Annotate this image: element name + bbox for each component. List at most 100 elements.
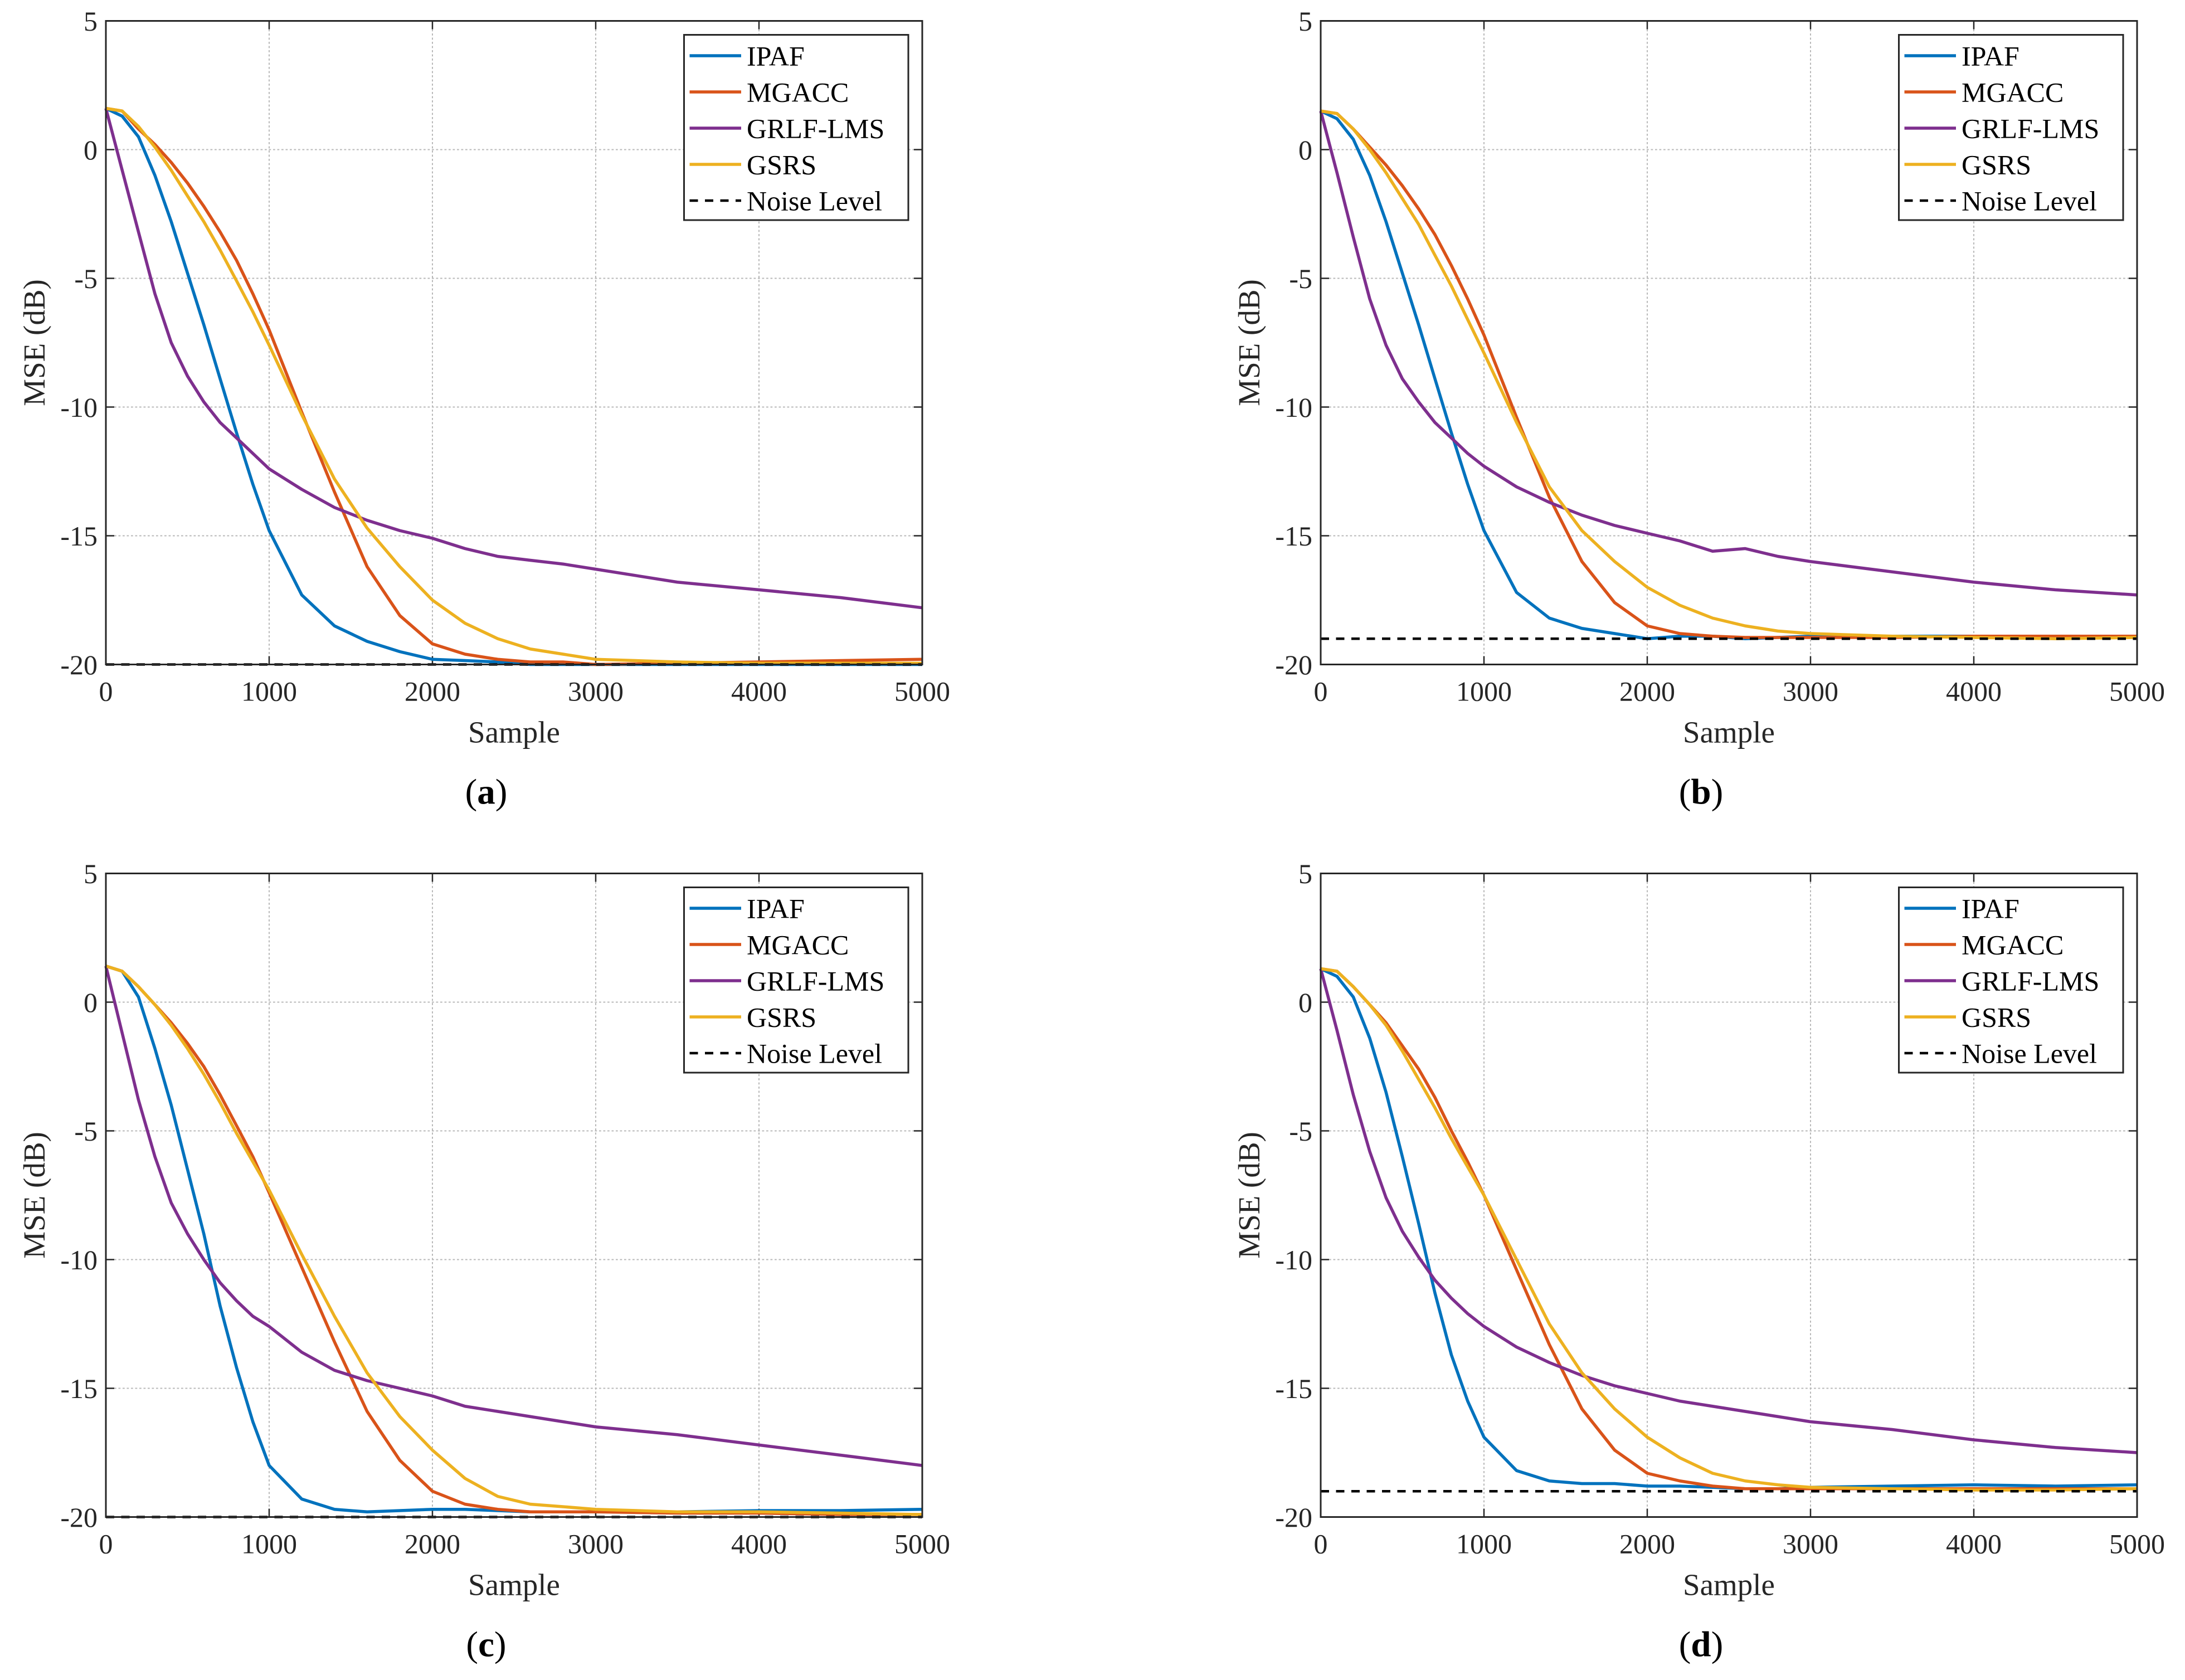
x-tick-label: 2000 xyxy=(1619,1528,1675,1560)
y-axis-label: MSE (dB) xyxy=(17,1132,51,1259)
legend: IPAF MGACC GRLF-LMS GSRS Noise Level xyxy=(683,34,909,221)
y-tick-label: -5 xyxy=(74,1116,98,1147)
caption-paren: ( xyxy=(465,772,478,812)
series-line-gsrs xyxy=(105,106,922,665)
y-tick-label: -15 xyxy=(1275,520,1312,552)
caption-paren: ( xyxy=(1679,1625,1691,1665)
y-tick-label: 5 xyxy=(84,858,98,889)
y-tick-label: 5 xyxy=(84,6,98,37)
chart-panel-a: 0 1000 2000 3000 4000 5000 5 0 -5 -10 -15 -20 Sample… xyxy=(17,6,950,812)
x-tick-label: 0 xyxy=(99,1528,113,1560)
legend-label: Noise Level xyxy=(1962,186,2097,217)
y-tick-label: 0 xyxy=(84,134,98,165)
chart-panel-d: 0 1000 2000 3000 4000 5000 5 0 -5 -10 -15 -20 Sample… xyxy=(1232,858,2165,1665)
y-tick-label: -20 xyxy=(1275,1502,1312,1533)
y-tick-label: -15 xyxy=(60,520,98,552)
series-line-mgacc xyxy=(105,965,922,1516)
panel-caption: (d) xyxy=(1679,1625,1723,1665)
y-tick-label: -10 xyxy=(1275,1244,1312,1275)
x-tick-label: 4000 xyxy=(1946,1528,2002,1560)
x-axis-label: Sample xyxy=(1683,1568,1775,1602)
legend-label: GSRS xyxy=(1962,1002,2031,1033)
y-tick-label: -10 xyxy=(60,392,98,423)
y-axis-label: MSE (dB) xyxy=(17,279,51,406)
x-tick-label: 5000 xyxy=(894,676,950,707)
y-axis-label: MSE (dB) xyxy=(1232,279,1266,406)
y-tick-label: 0 xyxy=(1298,987,1312,1018)
y-tick-label: -20 xyxy=(1275,649,1312,680)
x-tick-label: 4000 xyxy=(731,1528,787,1560)
panel-caption: (b) xyxy=(1679,772,1723,812)
caption-letter: c xyxy=(478,1625,494,1665)
x-axis-label: Sample xyxy=(468,715,560,749)
x-tick-label: 1000 xyxy=(241,1528,297,1560)
legend-label: GRLF-LMS xyxy=(1962,966,2099,997)
x-tick-label: 5000 xyxy=(2109,676,2165,707)
chart-panel-c: 0 1000 2000 3000 4000 5000 5 0 -5 -10 -15 -20 Sample… xyxy=(17,858,950,1665)
caption-paren: ( xyxy=(1679,772,1691,812)
x-tick-label: 0 xyxy=(99,676,113,707)
x-tick-label: 5000 xyxy=(894,1528,950,1560)
axes-box xyxy=(1320,20,2138,666)
series-line-gsrs xyxy=(1320,109,2138,641)
y-tick-label: -5 xyxy=(1289,263,1312,294)
panel-caption: (a) xyxy=(465,772,508,812)
y-tick-label: 5 xyxy=(1298,6,1312,37)
x-tick-label: 0 xyxy=(1314,676,1328,707)
legend-label: GRLF-LMS xyxy=(1962,113,2099,144)
caption-paren: ) xyxy=(495,772,508,812)
y-tick-label: -20 xyxy=(60,1502,98,1533)
panel-caption: (c) xyxy=(466,1625,506,1665)
y-tick-label: 5 xyxy=(1298,858,1312,889)
legend: IPAF MGACC GRLF-LMS GSRS Noise Level xyxy=(1897,34,2124,221)
caption-letter: d xyxy=(1691,1625,1711,1665)
y-tick-label: 0 xyxy=(84,987,98,1018)
legend-label: MGACC xyxy=(1962,929,2064,961)
x-tick-label: 3000 xyxy=(1783,1528,1838,1560)
series-line-gsrs xyxy=(105,965,923,1516)
legend: IPAF MGACC GRLF-LMS GSRS Noise Level xyxy=(1897,886,2124,1074)
x-tick-label: 4000 xyxy=(731,676,787,707)
y-axis-label: MSE (dB) xyxy=(1232,1132,1266,1259)
axes-box xyxy=(105,872,923,1518)
legend-label: IPAF xyxy=(1962,893,2019,924)
y-tick-label: -10 xyxy=(60,1244,98,1275)
x-tick-label: 1000 xyxy=(1456,676,1512,707)
y-tick-label: -5 xyxy=(1289,1116,1312,1147)
legend-label: MGACC xyxy=(747,929,849,961)
legend-label: GSRS xyxy=(747,1002,816,1033)
y-tick-label: -15 xyxy=(60,1373,98,1404)
legend-label: MGACC xyxy=(1962,77,2064,108)
legend-label: Noise Level xyxy=(747,186,882,217)
caption-paren: ) xyxy=(494,1625,507,1665)
legend-label: GSRS xyxy=(1962,149,2031,181)
y-tick-label: -15 xyxy=(1275,1373,1312,1404)
caption-letter: b xyxy=(1691,772,1711,812)
y-tick-label: -10 xyxy=(1275,392,1312,423)
legend-label: GSRS xyxy=(747,149,816,181)
legend-label: IPAF xyxy=(1962,41,2019,72)
series-line-grlf-lms xyxy=(104,966,923,1467)
legend-label: GRLF-LMS xyxy=(747,966,884,997)
series-line-grlf-lms xyxy=(1319,110,2138,597)
caption-paren: ) xyxy=(1711,772,1724,812)
x-tick-label: 2000 xyxy=(1619,676,1675,707)
legend-label: IPAF xyxy=(747,893,805,924)
x-tick-label: 3000 xyxy=(568,1528,624,1560)
caption-paren: ( xyxy=(466,1625,478,1665)
y-tick-label: 0 xyxy=(1298,134,1312,165)
legend-label: Noise Level xyxy=(1962,1038,2097,1069)
axes-box xyxy=(105,20,923,666)
legend-label: GRLF-LMS xyxy=(747,113,884,144)
x-axis-label: Sample xyxy=(1683,715,1775,749)
x-tick-label: 3000 xyxy=(1783,676,1838,707)
legend-label: IPAF xyxy=(747,41,805,72)
x-tick-label: 2000 xyxy=(405,676,460,707)
y-tick-label: -5 xyxy=(74,263,98,294)
caption-letter: a xyxy=(477,772,495,812)
series-line-mgacc xyxy=(1320,109,2137,639)
x-tick-label: 3000 xyxy=(568,676,624,707)
y-tick-label: -20 xyxy=(60,649,98,680)
caption-paren: ) xyxy=(1711,1625,1724,1665)
